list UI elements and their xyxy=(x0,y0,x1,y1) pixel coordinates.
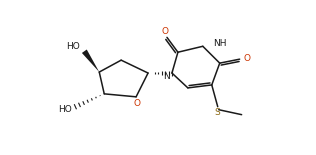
Text: N: N xyxy=(164,71,170,80)
Text: O: O xyxy=(134,99,141,108)
Text: HO: HO xyxy=(67,42,80,51)
Text: O: O xyxy=(161,27,168,36)
Text: HO: HO xyxy=(58,105,71,114)
Polygon shape xyxy=(82,49,99,72)
Text: S: S xyxy=(215,108,221,117)
Text: O: O xyxy=(243,54,250,63)
Text: NH: NH xyxy=(213,39,226,48)
